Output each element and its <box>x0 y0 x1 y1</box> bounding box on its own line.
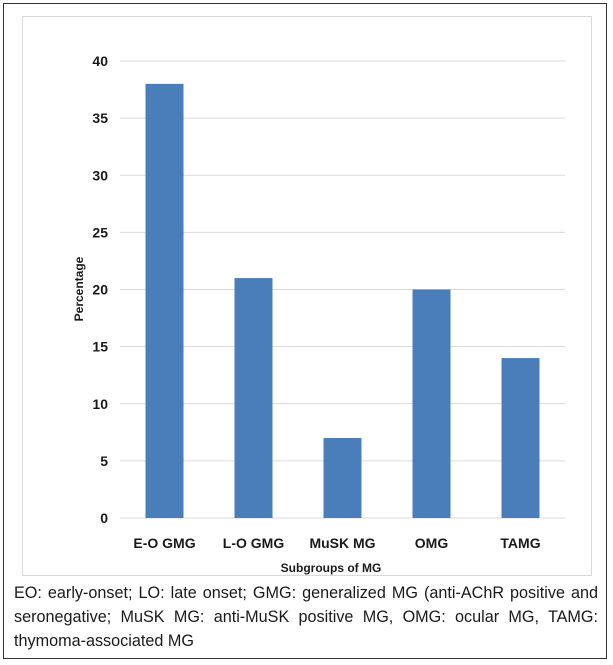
x-tick-label: MuSK MG <box>309 535 375 551</box>
y-axis-title: Percentage <box>72 256 86 321</box>
x-axis-title: Subgroups of MG <box>281 561 382 575</box>
figure-frame <box>3 3 607 659</box>
y-axis-ticks: 0 5 10 15 20 25 30 35 40 <box>92 53 108 526</box>
y-tick-label: 25 <box>92 224 108 240</box>
bar-tamg <box>501 358 540 518</box>
y-tick-label: 35 <box>92 110 108 126</box>
bar-e-o-gmg <box>145 83 184 518</box>
bar-musk-mg <box>323 438 362 518</box>
x-tick-label: TAMG <box>500 535 540 551</box>
y-tick-label: 30 <box>92 167 108 183</box>
y-tick-label: 40 <box>92 53 108 69</box>
chart-area-border <box>22 16 592 576</box>
bar-l-o-gmg <box>234 278 273 518</box>
x-tick-label: OMG <box>415 535 449 551</box>
bar-chart: 0 5 10 15 20 25 30 35 40 E-O GMG L-O GMG MuSK MG OM… <box>72 53 565 575</box>
y-tick-label: 20 <box>92 282 108 298</box>
x-tick-label: L-O GMG <box>223 535 285 551</box>
x-axis-ticks: E-O GMG L-O GMG MuSK MG OMG TAMG <box>133 535 540 551</box>
x-tick-label: E-O GMG <box>133 535 195 551</box>
bar-omg <box>412 289 451 518</box>
figure-caption: EO: early-onset; LO: late onset; GMG: ge… <box>14 584 598 650</box>
y-tick-label: 5 <box>100 453 108 469</box>
y-tick-label: 15 <box>92 339 108 355</box>
y-tick-label: 0 <box>100 510 108 526</box>
y-tick-label: 10 <box>92 396 108 412</box>
bars <box>145 83 540 518</box>
